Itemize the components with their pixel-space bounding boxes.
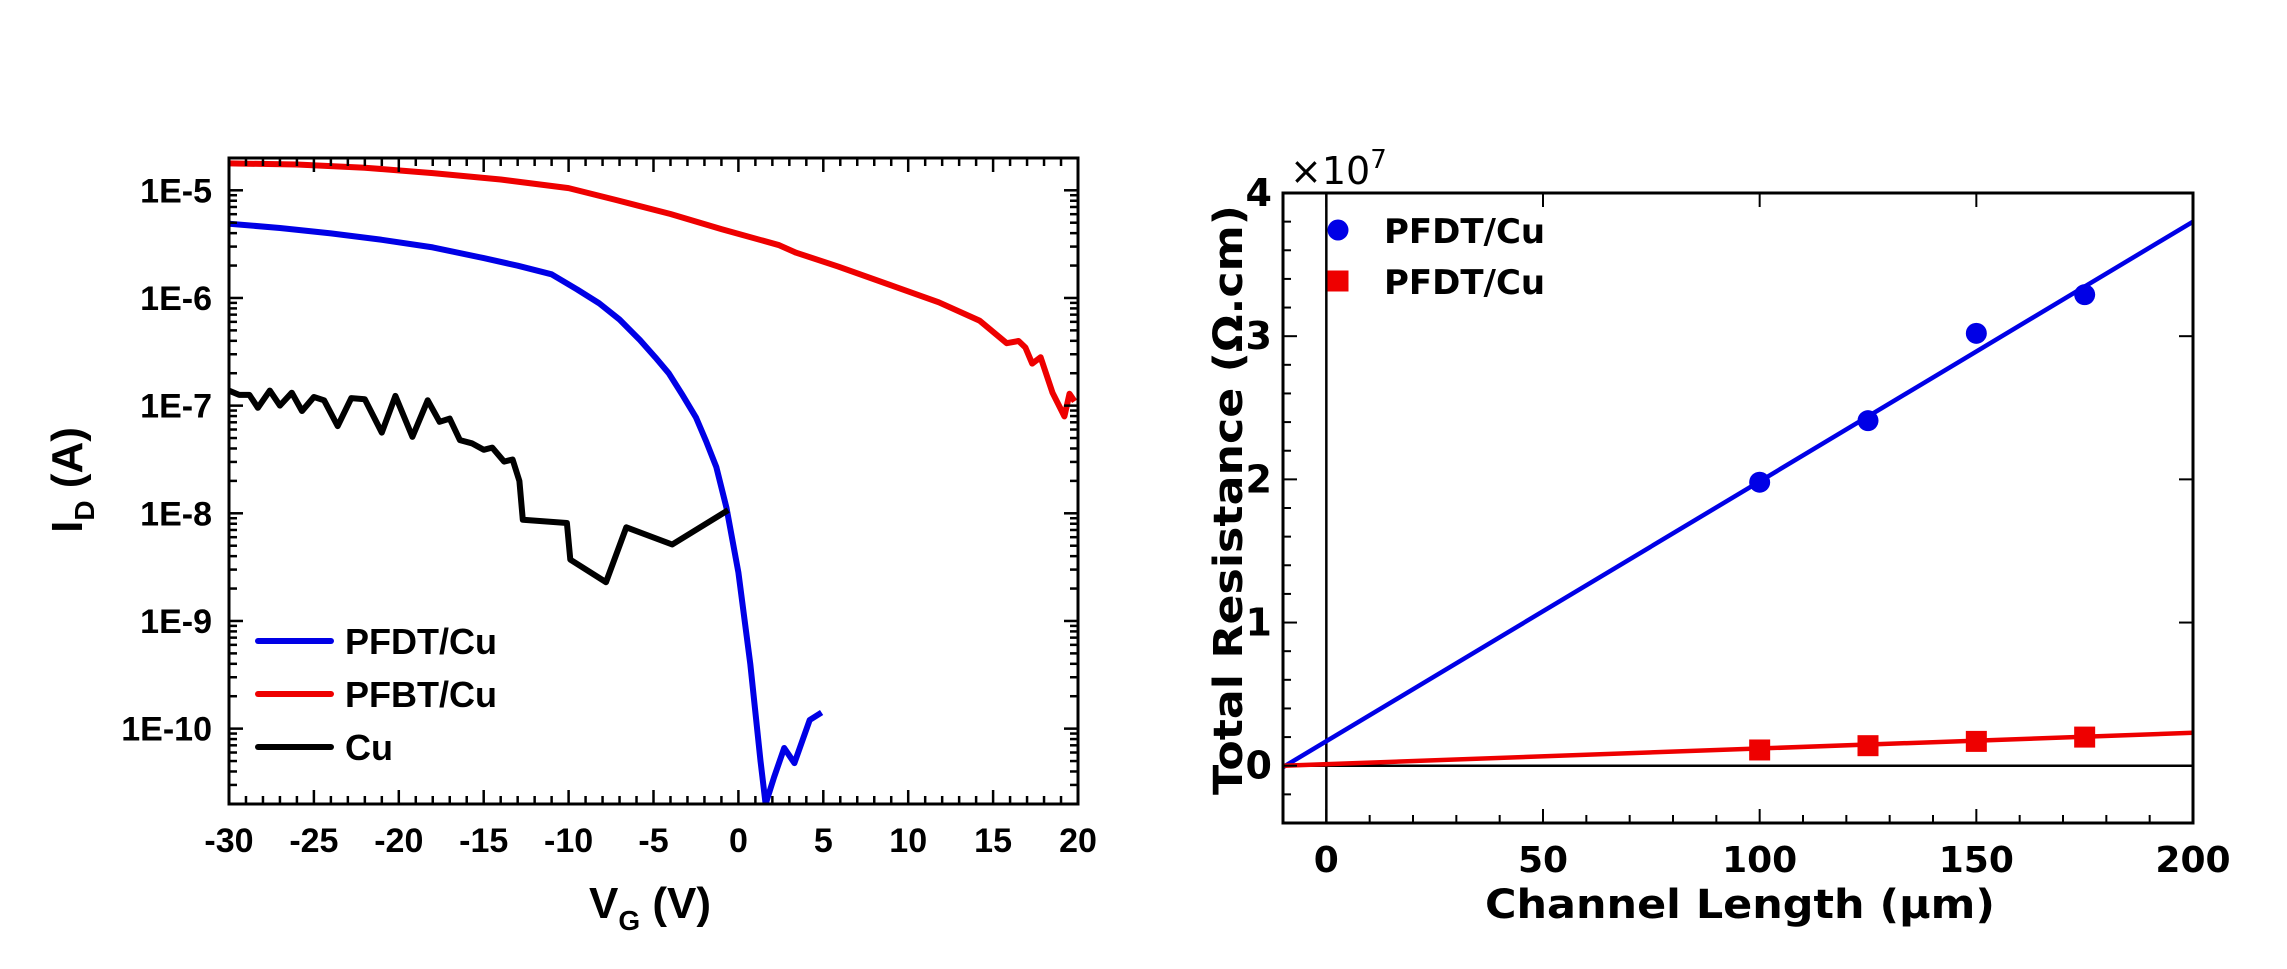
resistance-chart: 0 50 100 150 200 0 1 2 3 4 PFDT/Cu PFDT/Cu ×107 Ch… [1206, 145, 2231, 928]
fit-line-square [1282, 730, 2194, 768]
left-legend: PFDT/Cu PFBT/Cu Cu [255, 621, 497, 768]
data-point-circle [1749, 471, 1771, 493]
right-reference-lines [1283, 193, 2193, 823]
data-point-square [1749, 739, 1771, 761]
legend-item: PFDT/Cu [1327, 212, 1545, 252]
right-series-layer [1281, 219, 2195, 770]
right-y-multiplier: ×107 [1290, 145, 1387, 193]
x-tick-label: 50 [1518, 840, 1568, 881]
series-line-pfbt-cu-1 [229, 160, 1078, 420]
data-point-square [1965, 730, 1987, 752]
y-tick-label: 1 [1246, 601, 1272, 645]
x-tick-label: 10 [889, 822, 927, 860]
right-tick-labels: 0 50 100 150 200 0 1 2 3 4 [1246, 171, 2231, 881]
series-line-cu-2 [229, 387, 730, 586]
x-tick-label: 0 [729, 822, 748, 860]
legend-label: PFDT/Cu [1384, 263, 1545, 303]
transfer-curve-chart: -30 -25 -20 -15 -10 -5 0 5 10 15 20 1E-5 1E-6 1E-7 1E-… [43, 156, 1097, 936]
data-point-square [1857, 735, 1879, 757]
right-y-axis-label: Total Resistance (Ω.cm) [1206, 205, 1252, 795]
y-tick-label: 1E-5 [140, 172, 212, 210]
left-x-axis-label: VG (V) [589, 879, 711, 936]
y-tick-label: 1E-8 [140, 495, 212, 533]
left-ticks [227, 158, 1080, 806]
x-tick-label: -25 [289, 822, 338, 860]
x-tick-label: -10 [544, 822, 593, 860]
legend-marker-circle [1327, 219, 1349, 241]
fit-line-circle [1281, 219, 2195, 770]
x-tick-label: 100 [1722, 840, 1797, 881]
y-tick-label: 1E-7 [140, 388, 212, 426]
legend-item: PFDT/Cu [255, 621, 497, 662]
y-tick-label: 0 [1246, 744, 1272, 788]
data-point-circle [1965, 322, 1987, 344]
right-x-axis-label: Channel Length (μm) [1485, 882, 1995, 928]
x-tick-label: -20 [374, 822, 423, 860]
series-line-pfdt-cu-0 [229, 220, 824, 804]
legend-label: Cu [345, 727, 393, 768]
legend-label: PFDT/Cu [345, 621, 497, 662]
y-tick-label: 3 [1246, 314, 1272, 358]
left-tick-labels: -30 -25 -20 -15 -10 -5 0 5 10 15 20 1E-5 1E-6 1E-7 1E-… [121, 172, 1097, 860]
legend-item: Cu [255, 727, 393, 768]
left-series-layer [229, 160, 1078, 804]
x-tick-label: -15 [459, 822, 508, 860]
left-y-axis-label: ID (A) [43, 427, 100, 533]
y-tick-label: 2 [1246, 457, 1272, 501]
legend-item: PFDT/Cu [1327, 263, 1545, 303]
x-tick-label: -30 [204, 822, 253, 860]
legend-item: PFBT/Cu [255, 674, 497, 715]
y-tick-label: 1E-6 [140, 280, 212, 318]
legend-label: PFDT/Cu [1384, 212, 1545, 252]
right-ticks [1282, 192, 2194, 824]
legend-label: PFBT/Cu [345, 674, 497, 715]
x-tick-label: 0 [1314, 840, 1339, 881]
x-tick-label: 5 [814, 822, 833, 860]
x-tick-label: 15 [974, 822, 1012, 860]
data-point-circle [1857, 410, 1879, 432]
y-tick-label: 4 [1246, 171, 1272, 215]
x-tick-label: 150 [1939, 840, 2014, 881]
x-tick-label: 20 [1059, 822, 1097, 860]
x-tick-label: 200 [2155, 840, 2230, 881]
y-tick-label: 1E-10 [121, 711, 212, 749]
data-point-square [2074, 726, 2096, 748]
x-tick-label: -5 [638, 822, 668, 860]
y-tick-label: 1E-9 [140, 603, 212, 641]
right-legend: PFDT/Cu PFDT/Cu [1327, 212, 1545, 303]
legend-marker-square [1327, 270, 1349, 292]
data-point-circle [2074, 284, 2096, 306]
